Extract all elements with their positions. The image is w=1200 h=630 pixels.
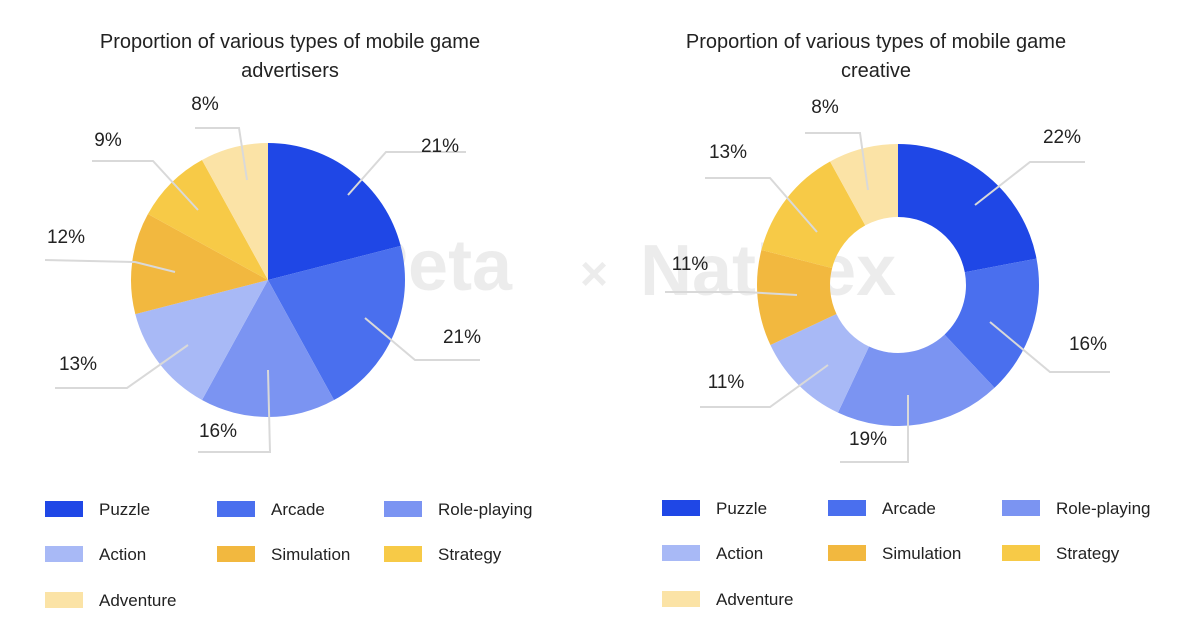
legend-item: Simulation [217, 545, 350, 564]
slice-action [135, 280, 268, 401]
leader-line [44, 259, 176, 273]
slice-adventure [830, 144, 898, 226]
legend-item: Action [45, 545, 146, 564]
legend-label: Action [716, 544, 763, 563]
leader-line [195, 127, 248, 181]
chart-1: Proportion of various types of mobile ga… [44, 31, 533, 610]
legend-item: Adventure [662, 590, 794, 609]
data-label: 16% [199, 421, 237, 442]
chart-title-line: advertisers [241, 60, 339, 82]
data-label: 21% [443, 327, 481, 348]
legend-swatch [828, 500, 866, 516]
leader-line [92, 160, 199, 211]
watermark-separator: × [580, 248, 608, 301]
data-label: 21% [421, 136, 459, 157]
legend-swatch [45, 546, 83, 562]
data-label: 19% [849, 429, 887, 450]
legend-item: Strategy [1002, 544, 1120, 563]
legend-label: Puzzle [716, 499, 767, 518]
leader-line [364, 317, 480, 361]
legend-swatch [1002, 545, 1040, 561]
data-label: 22% [1043, 127, 1081, 148]
slice-puzzle [898, 144, 1037, 273]
legend-label: Puzzle [99, 500, 150, 519]
legend-swatch [45, 592, 83, 608]
legend-label: Arcade [271, 500, 325, 519]
chart-title-line: Proportion of various types of mobile ga… [100, 31, 480, 53]
legend-swatch [662, 545, 700, 561]
leader-line [840, 395, 909, 463]
legend-swatch [662, 500, 700, 516]
legend-item: Arcade [217, 500, 325, 519]
legend-label: Simulation [271, 545, 350, 564]
leader-line [805, 132, 869, 191]
leader-line [198, 369, 272, 453]
slice-adventure [201, 143, 268, 280]
legend-item: Arcade [828, 499, 936, 518]
slice-role-playing [201, 280, 335, 417]
leader-line [974, 161, 1085, 206]
legend-swatch [217, 546, 255, 562]
data-label: 12% [47, 227, 85, 248]
legend-label: Simulation [882, 544, 961, 563]
legend-swatch [384, 546, 422, 562]
legend-label: Strategy [438, 545, 502, 564]
slice-arcade [268, 245, 405, 401]
legend-label: Action [99, 545, 146, 564]
legend-swatch [662, 591, 700, 607]
chart-title-line: creative [841, 60, 911, 82]
data-label: 8% [811, 97, 839, 118]
slice-simulation [757, 249, 837, 346]
legend-item: Strategy [384, 545, 502, 564]
legend-item: Adventure [45, 591, 177, 610]
slice-role-playing [837, 334, 995, 426]
data-label: 11% [708, 372, 745, 393]
legend-item: Puzzle [45, 500, 150, 519]
legend-item: Role-playing [384, 500, 533, 519]
leader-line [665, 291, 798, 296]
legend-label: Adventure [99, 591, 177, 610]
legend-item: Action [662, 544, 763, 563]
legend-swatch [384, 501, 422, 517]
slice-simulation [131, 213, 268, 315]
legend-label: Strategy [1056, 544, 1120, 563]
data-label: 9% [94, 130, 122, 151]
leader-line [55, 344, 189, 389]
legend-item: Puzzle [662, 499, 767, 518]
slice-action [770, 313, 870, 413]
legend-label: Role-playing [1056, 499, 1151, 518]
slice-puzzle [268, 143, 401, 280]
legend-swatch [217, 501, 255, 517]
legend-item: Simulation [828, 544, 961, 563]
leader-line [347, 151, 466, 196]
legend-label: Adventure [716, 590, 794, 609]
leader-line [705, 177, 818, 233]
chart-title-line: Proportion of various types of mobile ga… [686, 31, 1066, 53]
legend-swatch [828, 545, 866, 561]
data-label: 11% [672, 254, 709, 275]
legend-item: Role-playing [1002, 499, 1151, 518]
data-label: 16% [1069, 334, 1107, 355]
data-label: 13% [709, 142, 747, 163]
legend-label: Arcade [882, 499, 936, 518]
slice-strategy [147, 159, 268, 280]
legend-swatch [45, 501, 83, 517]
leader-line [700, 364, 829, 408]
slice-strategy [761, 161, 866, 269]
chart-2: Proportion of various types of mobile ga… [662, 31, 1151, 609]
data-label: 8% [191, 94, 219, 115]
leader-line [989, 321, 1110, 373]
legend-swatch [1002, 500, 1040, 516]
data-label: 13% [59, 354, 97, 375]
legend-label: Role-playing [438, 500, 533, 519]
